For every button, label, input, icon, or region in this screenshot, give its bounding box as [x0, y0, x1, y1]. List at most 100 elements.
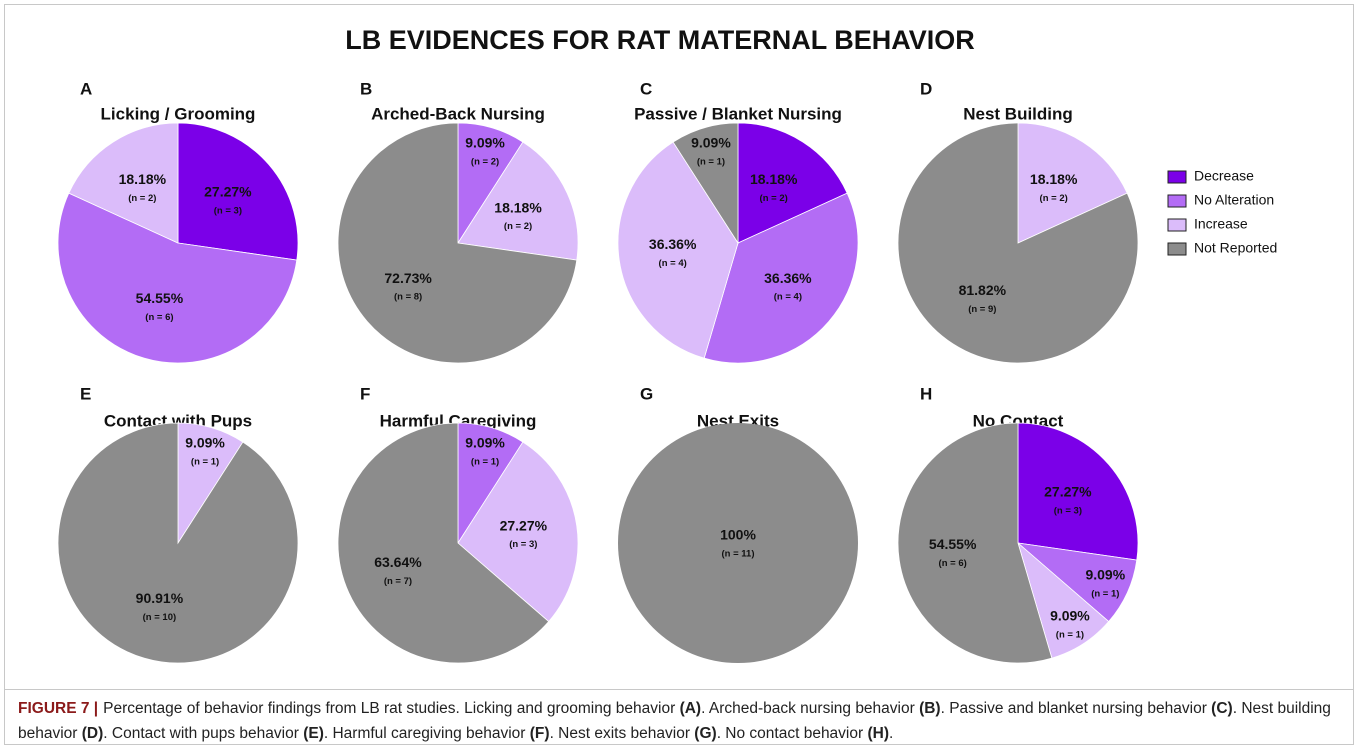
legend-swatch	[1167, 218, 1187, 232]
pie-title: Harmful Caregiving	[380, 411, 537, 430]
n-label: (n = 2)	[128, 193, 156, 204]
panel-letter: H	[920, 384, 932, 403]
n-label: (n = 10)	[143, 612, 177, 623]
caption-text: . Nest building behavior	[18, 700, 1331, 742]
pie-slice	[703, 192, 859, 364]
value-label: 9.09%	[1050, 607, 1090, 623]
value-label: 72.73%	[384, 270, 432, 286]
caption-panel-ref: (C)	[1211, 700, 1233, 717]
caption-text: . No contact behavior	[716, 725, 868, 742]
pie-slice	[672, 122, 739, 245]
caption-text: . Nest exits behavior	[549, 725, 695, 742]
value-label: 9.09%	[465, 135, 505, 151]
panel-letter: E	[80, 384, 91, 403]
caption-text: . Harmful caregiving behavior	[323, 725, 530, 742]
value-label: 90.91%	[136, 590, 184, 606]
caption-text: . Contact with pups behavior	[103, 725, 304, 742]
n-label: (n = 3)	[509, 539, 537, 550]
value-label: 54.55%	[929, 536, 977, 552]
caption-label: FIGURE 7 |	[18, 700, 99, 717]
panel-letter: D	[920, 79, 932, 98]
caption-panel-ref: (A)	[679, 700, 702, 717]
value-label: 63.64%	[374, 554, 422, 570]
pie-slice	[177, 122, 299, 261]
pie-slice	[337, 122, 578, 364]
pie-slice	[897, 122, 1139, 364]
pie-slice	[618, 423, 858, 663]
legend-swatch	[1167, 194, 1187, 208]
pie-slice	[457, 141, 579, 261]
pie-slice	[57, 192, 298, 364]
pie-slice	[457, 441, 579, 623]
caption-text: . Arched-back nursing behavior	[701, 700, 920, 717]
legend-label: Decrease	[1194, 168, 1254, 184]
caption-panel-ref: (H)	[867, 725, 889, 742]
value-label: 9.09%	[465, 435, 505, 451]
figure-title: LB EVIDENCES FOR RAT MATERNAL BEHAVIOR	[345, 25, 975, 55]
caption: FIGURE 7 | Percentage of behavior finding…	[18, 696, 1338, 746]
n-label: (n = 2)	[504, 221, 532, 232]
n-label: (n = 1)	[1091, 588, 1119, 599]
pie-title: Arched-Back Nursing	[371, 104, 545, 123]
panel-letter: A	[80, 79, 92, 98]
n-label: (n = 1)	[697, 156, 725, 167]
n-label: (n = 6)	[145, 312, 173, 323]
n-label: (n = 2)	[760, 193, 788, 204]
n-label: (n = 4)	[659, 258, 687, 269]
pie-slice	[1017, 122, 1128, 244]
panel-letter: G	[640, 384, 653, 403]
pie-title: Nest Building	[963, 104, 1073, 123]
value-label: 18.18%	[494, 199, 542, 215]
n-label: (n = 6)	[939, 558, 967, 569]
n-label: (n = 9)	[968, 304, 996, 315]
n-label: (n = 1)	[471, 456, 499, 467]
n-label: (n = 1)	[1056, 629, 1084, 640]
value-label: 81.82%	[959, 282, 1007, 298]
legend-swatch	[1167, 242, 1187, 256]
caption-panel-ref: (B)	[919, 700, 941, 717]
caption-panel-ref: (G)	[694, 725, 717, 742]
n-label: (n = 4)	[774, 292, 802, 303]
legend-label: No Alteration	[1194, 192, 1274, 208]
pie-slice	[737, 122, 848, 244]
pie-slice	[68, 122, 179, 244]
legend-label: Not Reported	[1194, 240, 1277, 256]
value-label: 18.18%	[750, 171, 798, 187]
caption-text: .	[889, 725, 894, 742]
value-label: 27.27%	[1044, 483, 1092, 499]
n-label: (n = 1)	[191, 456, 219, 467]
value-label: 18.18%	[1030, 171, 1078, 187]
panel-letter: F	[360, 384, 370, 403]
n-label: (n = 3)	[214, 205, 242, 216]
legend-swatch	[1167, 170, 1187, 184]
value-label: 36.36%	[764, 270, 812, 286]
value-label: 18.18%	[119, 171, 167, 187]
pie-slice	[897, 422, 1053, 664]
legend-label: Increase	[1194, 216, 1248, 232]
n-label: (n = 7)	[384, 576, 412, 587]
n-label: (n = 2)	[471, 156, 499, 167]
value-label: 36.36%	[649, 236, 697, 252]
pie-title: Contact with Pups	[104, 411, 252, 430]
pie-slice	[617, 141, 739, 359]
caption-text: Percentage of behavior findings from LB …	[103, 700, 680, 717]
pie-slice	[57, 422, 299, 664]
value-label: 9.09%	[1085, 567, 1125, 583]
n-label: (n = 11)	[722, 549, 755, 560]
pie-title: Passive / Blanket Nursing	[634, 104, 842, 123]
value-label: 54.55%	[136, 290, 184, 306]
value-label: 100%	[720, 527, 756, 543]
caption-panel-ref: (F)	[529, 725, 550, 742]
value-label: 27.27%	[500, 517, 548, 533]
caption-text: . Passive and blanket nursing behavior	[940, 700, 1212, 717]
n-label: (n = 3)	[1054, 505, 1082, 516]
panel-letter: B	[360, 79, 372, 98]
n-label: (n = 2)	[1040, 193, 1068, 204]
pie-slice	[1017, 422, 1139, 561]
panel-letter: C	[640, 79, 652, 98]
n-label: (n = 8)	[394, 292, 422, 303]
pie-title: Licking / Grooming	[101, 104, 256, 123]
frame	[4, 4, 1354, 745]
